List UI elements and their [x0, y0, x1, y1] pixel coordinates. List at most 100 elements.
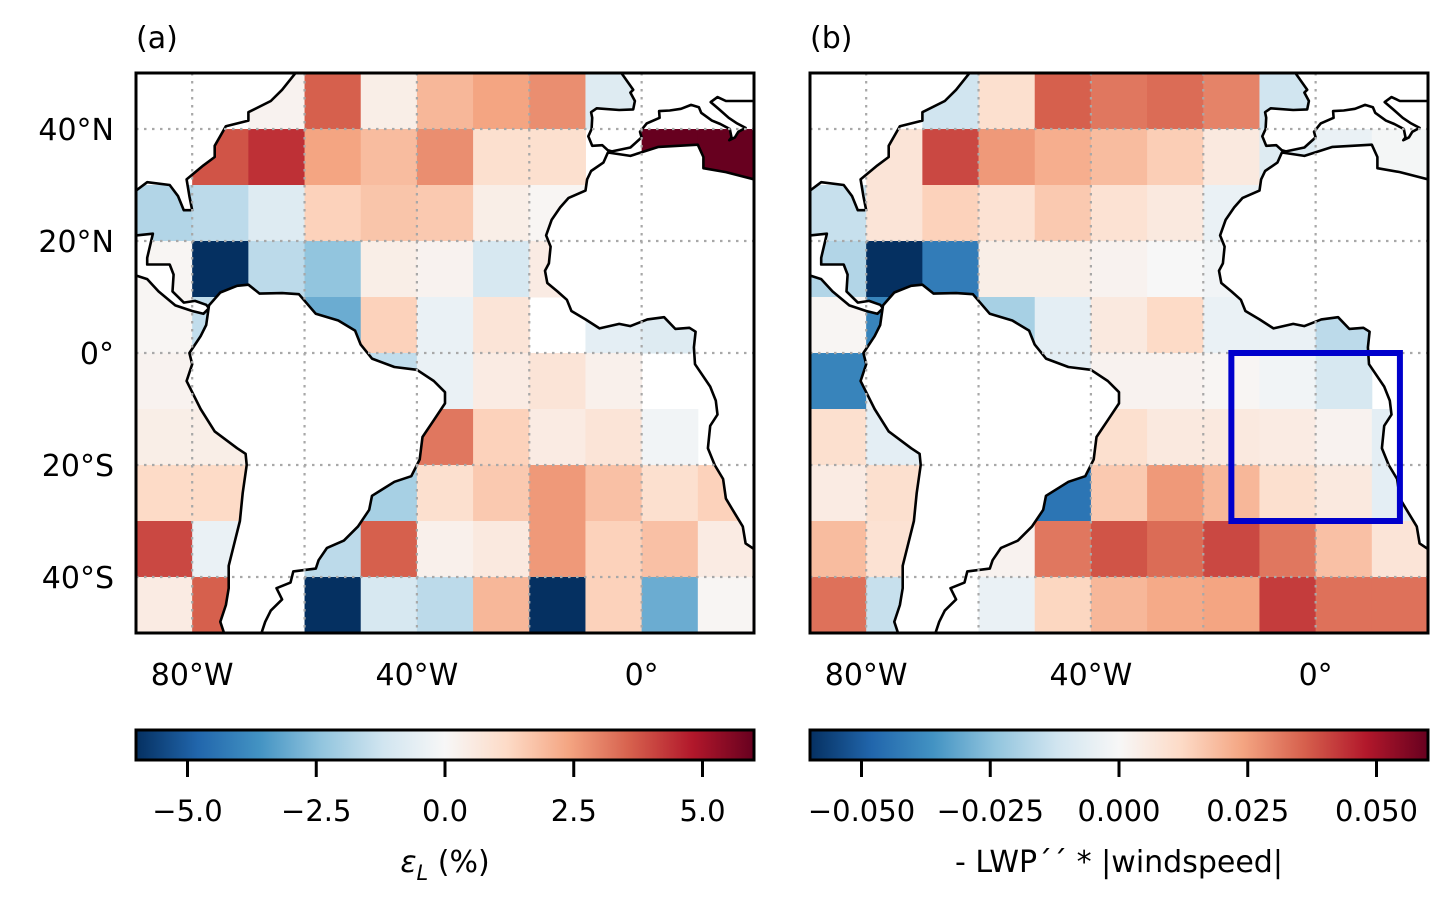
xtick-label: 80°W: [151, 658, 234, 693]
colorbar-tick-label: 0.050: [1335, 794, 1418, 828]
grid-cell: [1315, 409, 1373, 466]
grid-cell: [473, 409, 530, 466]
grid-cell: [360, 185, 418, 242]
colorbar-tick-label: 0.0: [422, 794, 468, 828]
grid-cell: [1147, 577, 1204, 633]
grid-cell: [641, 577, 699, 633]
grid-cell: [473, 73, 530, 130]
panel-b-colorbar: −0.050 −0.025 0.000 0.025 0.050 - LWP´´ * |wi…: [808, 728, 1430, 880]
africa-land: [543, 143, 754, 551]
xtick-label: 80°W: [825, 658, 908, 693]
grid-cell: [1315, 353, 1373, 410]
grid-cell: [1034, 521, 1092, 578]
xtick-label: 40°W: [1049, 658, 1132, 693]
grid-cell: [1034, 185, 1092, 242]
north-america-land: [810, 73, 972, 316]
south-america-land: [185, 283, 447, 633]
panel-a-gridlines: [136, 73, 754, 633]
grid-cell: [1034, 241, 1092, 298]
grid-cell: [978, 577, 1036, 633]
grid-cell: [978, 73, 1036, 130]
grid-cell: [585, 465, 643, 522]
grid-cell: [641, 409, 699, 466]
panel-a-colorbar: −5.0 −2.5 0.0 2.5 5.0 εL (%): [134, 728, 756, 885]
grid-cell: [978, 185, 1036, 242]
grid-cell: [585, 577, 643, 633]
grid-cell: [304, 241, 362, 298]
grid-cell: [810, 577, 867, 633]
ytick-label: 0°: [80, 337, 114, 372]
grid-cell: [360, 297, 418, 354]
grid-cell: [248, 185, 306, 242]
grid-cell: [585, 409, 643, 466]
grid-cell: [529, 577, 586, 633]
grid-cell: [473, 129, 530, 186]
panel-b: (b) 80°W 40°W 0° −0.050 −0.025 0.000 0.025 0.0…: [808, 21, 1430, 880]
grid-cell: [529, 353, 586, 410]
grid-cell: [810, 521, 867, 578]
grid-cell: [1090, 521, 1148, 578]
grid-cell: [529, 465, 586, 522]
colorbar-gradient: [808, 728, 1430, 762]
ytick-label: 20°N: [38, 225, 114, 260]
grid-cell: [416, 297, 474, 354]
south-america-land: [859, 283, 1121, 633]
grid-cell: [304, 73, 362, 130]
grid-cell: [473, 297, 530, 354]
grid-cell: [416, 129, 474, 186]
grid-cell: [529, 129, 586, 186]
ytick-label: 40°N: [38, 113, 114, 148]
grid-cell: [1259, 353, 1317, 410]
grid-cell: [136, 353, 193, 410]
grid-cell: [360, 241, 418, 298]
panel-b-frame: [808, 71, 1430, 635]
grid-cell: [416, 577, 474, 633]
grid-cell: [1090, 577, 1148, 633]
grid-cell: [922, 129, 980, 186]
grid-cell: [1147, 353, 1204, 410]
panel-b-xticks: 80°W 40°W 0°: [825, 658, 1333, 693]
grid-cell: [360, 73, 418, 130]
grid-cell: [922, 241, 980, 298]
grid-cell: [248, 129, 306, 186]
grid-cell: [473, 577, 530, 633]
ytick-label: 20°S: [42, 449, 114, 484]
grid-cell: [192, 465, 249, 522]
grid-cell: [585, 521, 643, 578]
grid-cell: [529, 521, 586, 578]
colorbar-tick-label: 0.025: [1206, 794, 1289, 828]
grid-cell: [1259, 409, 1317, 466]
grid-cell: [416, 73, 474, 130]
grid-cell: [1034, 129, 1092, 186]
africa-land: [1217, 143, 1428, 551]
grid-cell: [360, 521, 418, 578]
panel-a-frame: [134, 71, 756, 635]
grid-cell: [1090, 129, 1148, 186]
colorbar-gradient: [134, 728, 756, 762]
grid-cell: [1259, 521, 1317, 578]
grid-cell: [1259, 577, 1317, 633]
grid-cell: [641, 521, 699, 578]
panel-a-xticks: 80°W 40°W 0°: [151, 658, 659, 693]
colorbar-tick-label: −5.0: [152, 794, 222, 828]
grid-cell: [810, 353, 867, 410]
grid-cell: [529, 73, 586, 130]
grid-cell: [1203, 577, 1260, 633]
xtick-label: 40°W: [375, 658, 458, 693]
colorbar-tick-label: 0.000: [1077, 794, 1160, 828]
grid-cell: [810, 409, 867, 466]
grid-cell: [1147, 73, 1204, 130]
grid-cell: [922, 185, 980, 242]
grid-cell: [978, 241, 1036, 298]
grid-cell: [1147, 185, 1204, 242]
grid-cell: [248, 241, 306, 298]
grid-cell: [529, 409, 586, 466]
grid-cell: [1147, 521, 1204, 578]
panel-a-label: (a): [136, 21, 178, 56]
grid-cell: [1315, 521, 1373, 578]
grid-cell: [473, 521, 530, 578]
grid-cell: [473, 185, 530, 242]
colorbar-tick-label: −0.025: [937, 794, 1044, 828]
colorbar-tick-label: −2.5: [281, 794, 351, 828]
grid-cell: [136, 465, 193, 522]
